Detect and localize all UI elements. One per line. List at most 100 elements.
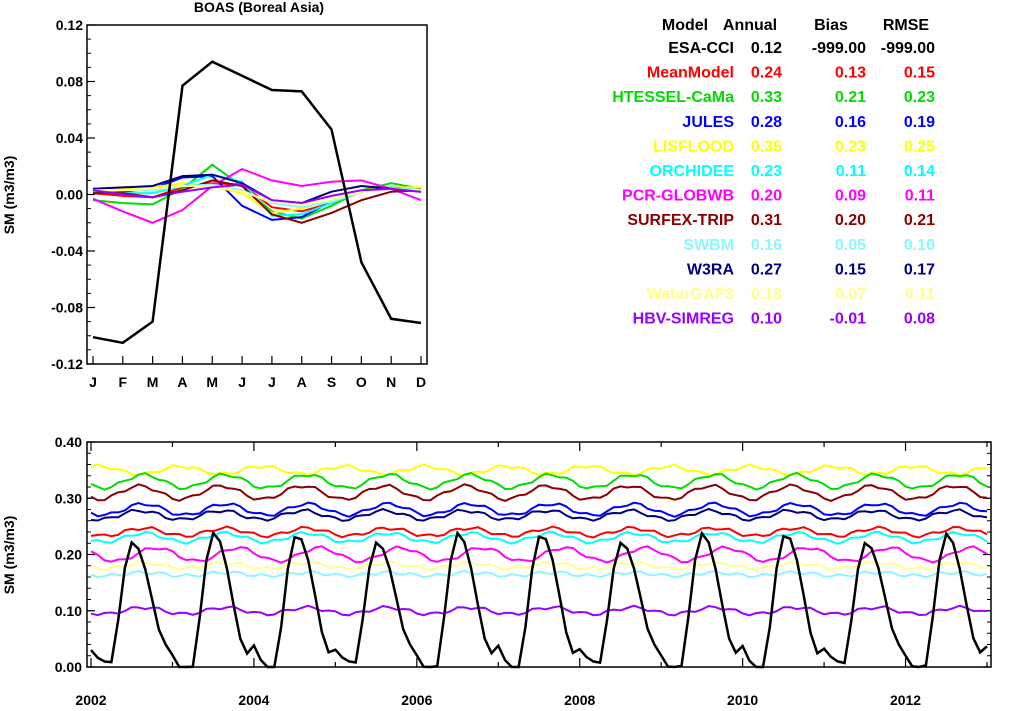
bottom-x-tick-label: 2012 <box>890 692 921 708</box>
bottom-series-lisflood <box>90 463 988 477</box>
top-x-tick-label: J <box>89 374 97 390</box>
top-y-tick-label: -0.08 <box>51 300 83 316</box>
bottom-y-tick-label: 0.40 <box>55 434 82 450</box>
table-model-name: SURFEX-TRIP <box>627 212 734 229</box>
bottom-series-lines <box>90 463 988 669</box>
table-model-name: SWBM <box>683 237 734 254</box>
table-annual-value: 0.20 <box>751 188 782 205</box>
top-y-tick-label: 0.00 <box>56 187 83 203</box>
table-annual-value: 0.16 <box>751 237 782 254</box>
bottom-y-tick-label: 0.30 <box>55 490 82 506</box>
bottom-series-meanmodel <box>90 525 988 539</box>
bottom-series-w3ra <box>90 507 988 522</box>
table-annual-value: 0.27 <box>751 261 782 278</box>
table-rmse-value: 0.11 <box>905 286 935 303</box>
top-x-tick-label: O <box>356 374 367 390</box>
table-rmse-value: 0.08 <box>904 311 935 328</box>
table-annual-value: 0.31 <box>751 212 782 229</box>
table-annual-value: 0.24 <box>751 65 782 82</box>
top-y-tick-label: -0.04 <box>51 243 83 259</box>
bottom-y-tick-label: 0.00 <box>55 659 82 675</box>
bottom-x-tick-label: 2006 <box>401 692 432 708</box>
top-series-hbv-simreg <box>92 183 422 205</box>
table-header-annual: Annual <box>723 17 777 34</box>
top-x-tick-label: F <box>119 374 128 390</box>
table-rmse-value: 0.23 <box>904 89 935 106</box>
table-annual-value: 0.18 <box>751 286 782 303</box>
bottom-series-hbv-simreg <box>90 604 988 617</box>
table-model-name: ORCHIDEE <box>650 163 735 180</box>
table-bias-value: 0.21 <box>835 89 866 106</box>
table-rmse-value: -999.00 <box>881 40 935 57</box>
bottom-x-tick-label: 2010 <box>727 692 758 708</box>
table-rmse-value: 0.21 <box>904 212 935 229</box>
top-x-tick-label: D <box>416 374 426 390</box>
top-y-tick-label: 0.08 <box>56 74 83 90</box>
table-rmse-value: 0.11 <box>905 188 935 205</box>
table-rmse-value: 0.14 <box>904 163 935 180</box>
statistics-table: Model Annual Bias RMSE ESA-CCI 0.12 -999.0… <box>612 17 935 328</box>
table-model-name: LISFLOOD <box>653 138 734 155</box>
table-annual-value: 0.10 <box>751 311 782 328</box>
top-series-pcr-globwb <box>92 167 422 224</box>
top-x-tick-label: J <box>268 374 276 390</box>
table-rmse-value: 0.17 <box>904 261 935 278</box>
table-bias-value: 0.16 <box>835 114 866 131</box>
table-bias-value: 0.05 <box>835 237 866 254</box>
top-y-tick-label: -0.12 <box>51 356 83 372</box>
table-rmse-value: 0.25 <box>904 138 935 155</box>
table-rmse-value: 0.15 <box>904 65 935 82</box>
table-annual-value: 0.12 <box>751 40 782 57</box>
top-x-tick-label: N <box>386 374 396 390</box>
table-annual-value: 0.23 <box>751 163 782 180</box>
table-bias-value: -0.01 <box>830 311 867 328</box>
table-model-name: PCR-GLOBWB <box>622 188 734 205</box>
table-header-model: Model <box>662 17 708 34</box>
table-bias-value: 0.07 <box>835 286 866 303</box>
bottom-series-jules <box>90 501 988 518</box>
table-header-bias: Bias <box>814 17 848 34</box>
bottom-y-tick-label: 0.10 <box>55 603 82 619</box>
top-chart-title: BOAS (Boreal Asia) <box>194 0 324 15</box>
top-series-esa-cci <box>92 60 422 345</box>
bottom-series-swbm <box>90 569 988 579</box>
top-x-tick-label: M <box>147 374 159 390</box>
seasonal-cycle-panel: BOAS (Boreal Asia) SM (m3/m3) 0.12 0.08 0.… <box>1 0 428 390</box>
table-model-name: MeanModel <box>647 65 734 82</box>
table-model-name: JULES <box>682 114 734 131</box>
table-bias-value: 0.13 <box>835 65 866 82</box>
bottom-y-tick-label: 0.20 <box>55 547 82 563</box>
table-annual-value: 0.33 <box>751 89 782 106</box>
bottom-x-tick-label: 2002 <box>75 692 106 708</box>
bottom-axis-ticks: 0.40 0.30 0.20 0.10 0.00 2002 2004 2006 2008 2010… <box>55 434 991 708</box>
bottom-x-tick-label: 2008 <box>564 692 595 708</box>
top-series-watergap3 <box>93 185 422 206</box>
bottom-series-watergap3 <box>90 560 988 572</box>
top-x-tick-label: A <box>297 374 307 390</box>
table-model-name: HTESSEL-CaMa <box>612 89 734 106</box>
bottom-series-esa-cci <box>90 530 988 669</box>
bottom-series-pcr-globwb <box>90 545 988 564</box>
top-y-tick-label: 0.04 <box>56 130 83 146</box>
top-y-tick-label: 0.12 <box>56 17 83 33</box>
table-model-name: W3RA <box>687 261 735 278</box>
table-rmse-value: 0.19 <box>904 114 935 131</box>
bottom-plot-frame <box>86 441 992 668</box>
top-series-lines <box>92 60 422 345</box>
table-rmse-value: 0.10 <box>904 237 935 254</box>
table-rows: ESA-CCI 0.12 -999.00 -999.00 MeanModel 0.24 0.… <box>612 40 935 328</box>
table-model-name: ESA-CCI <box>668 40 734 57</box>
table-bias-value: 0.20 <box>835 212 866 229</box>
bottom-series-htessel-cama <box>90 471 988 491</box>
bottom-x-tick-label: 2004 <box>238 692 269 708</box>
table-annual-value: 0.35 <box>751 138 782 155</box>
top-x-tick-label: A <box>177 374 187 390</box>
bottom-series-surfex-trip <box>90 483 988 502</box>
table-model-name: HBV-SIMREG <box>633 311 734 328</box>
table-annual-value: 0.28 <box>751 114 782 131</box>
table-bias-value: -999.00 <box>812 40 866 57</box>
top-x-tick-label: J <box>238 374 246 390</box>
top-x-tick-label: S <box>327 374 336 390</box>
table-bias-value: 0.15 <box>835 261 866 278</box>
